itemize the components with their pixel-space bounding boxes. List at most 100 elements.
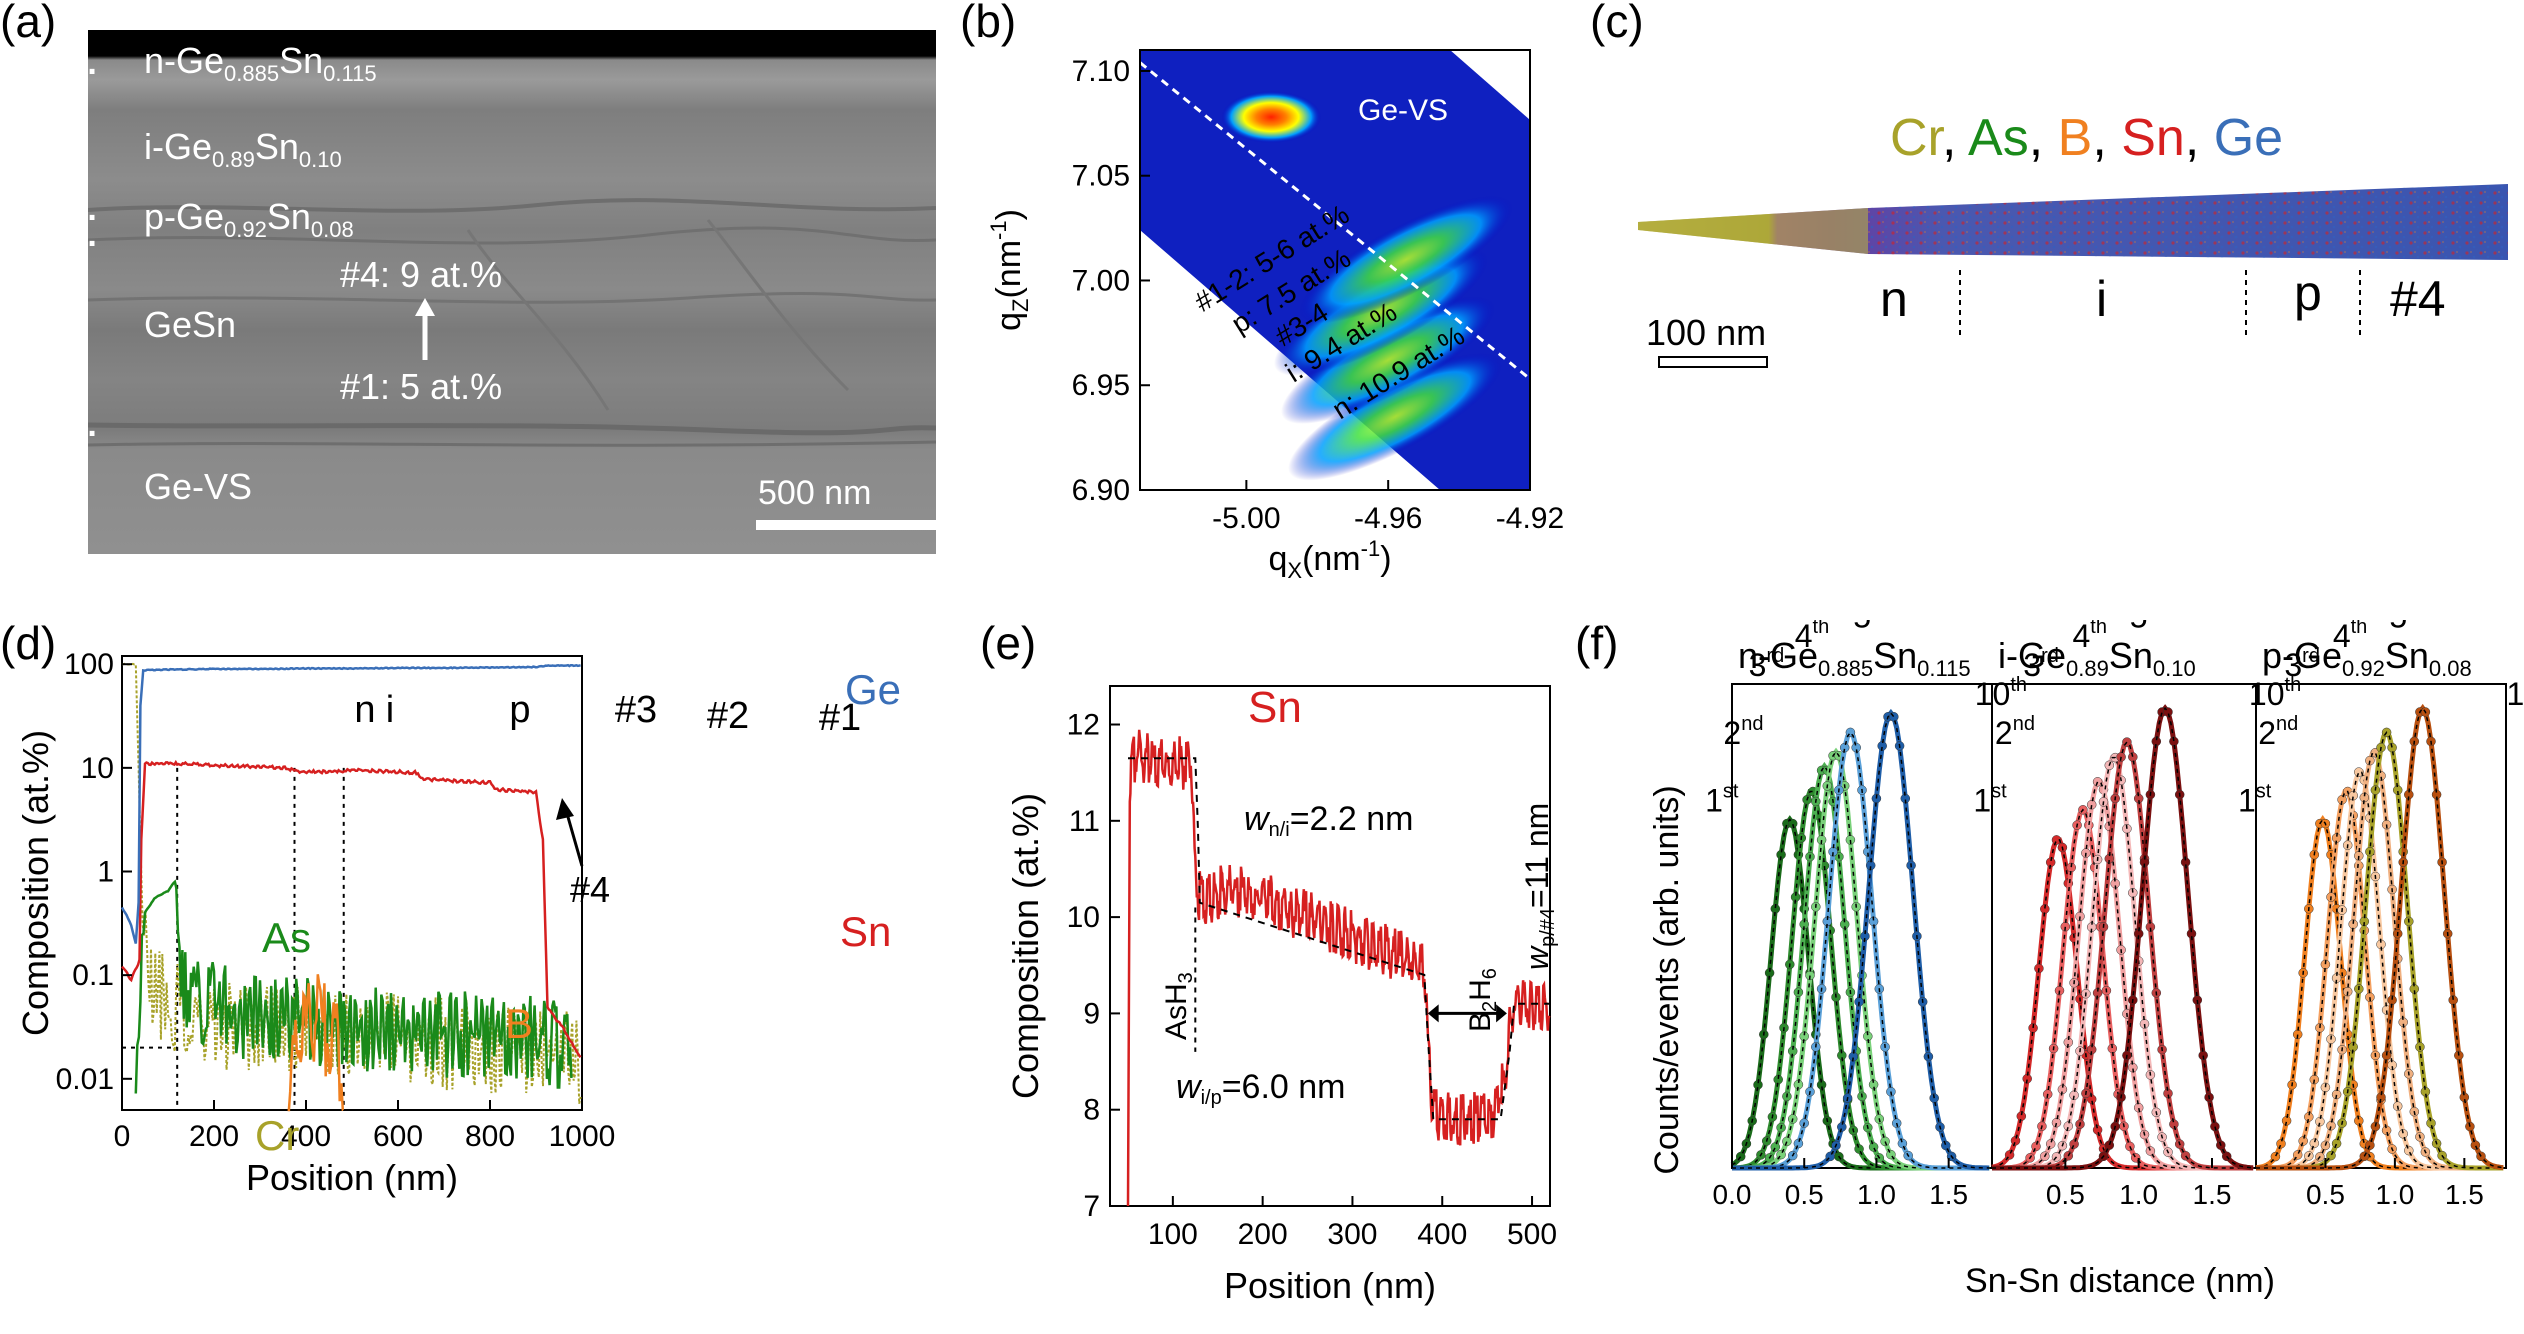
chart-f-x-tick-label: 1.5: [2193, 1179, 2232, 1210]
chart-f-point: [2180, 1151, 2191, 1161]
annotation-sn-5: #1: 5 at.%: [340, 366, 503, 407]
chart-f-point: [2210, 1121, 2220, 1132]
chart-f-point: [2426, 1118, 2436, 1128]
chart-f-peak-label: 3rd: [2023, 645, 2059, 683]
chart-f-point: [1854, 1144, 1864, 1154]
apt-region-i: i: [2096, 271, 2108, 327]
chart-d-x-tick-label: 600: [373, 1120, 423, 1153]
chart-e-y-tick-label: 12: [1067, 709, 1100, 742]
chart-e-x-tick-label: 300: [1327, 1218, 1377, 1251]
chart-d-series-sn: [121, 759, 582, 1058]
chart-f-point: [1880, 1136, 1890, 1147]
chart-f-peak-label: 1st: [1705, 781, 1739, 819]
chart-d-region-i: i: [386, 689, 394, 731]
chart-f-peak-label: 4th: [2333, 620, 2367, 654]
chart-f-point: [2292, 1150, 2303, 1160]
chart-f-point: [2069, 1139, 2079, 1149]
chart-f-point: [2398, 1129, 2408, 1139]
rsm-y-tick-label: 7.05: [1072, 160, 1130, 193]
chart-e-y-tick-label: 9: [1083, 997, 1100, 1030]
chart-d-y-tick-label: 100: [64, 648, 114, 681]
chart-f-point: [1886, 1149, 1896, 1160]
rsm-x-tick-label: -4.92: [1496, 502, 1564, 535]
chart-f-peak-label: 5th: [1853, 620, 1887, 635]
chart-f-point: [2092, 777, 2103, 787]
chart-d: 0 200 400 600 800 1000 0.01 0.1 1 10 100 Position (…: [15, 648, 901, 1198]
chart-f-fit: [1992, 781, 2254, 1169]
layer-label-n: n-Ge0.885Sn0.115: [144, 40, 377, 87]
chart-f-point: [2145, 1146, 2156, 1156]
chart-f-x-tick-label: 0.5: [1785, 1179, 1824, 1210]
chart-f-point: [1793, 1138, 1804, 1149]
chart-f-point: [1837, 1122, 1847, 1132]
chart-d-x-tick-label: 400: [281, 1120, 331, 1153]
apt-region-4: #4: [2390, 271, 2446, 327]
chart-e-x-tick-label: 500: [1507, 1218, 1557, 1251]
chart-f-x-tick-label: 1.5: [2445, 1179, 2484, 1210]
chart-f-xlabel: Sn-Sn distance (nm): [1965, 1262, 2275, 1300]
chart-f-point: [2016, 1111, 2027, 1121]
chart-e-x-tick-label: 200: [1238, 1218, 1288, 1251]
legend-sn: Sn: [2121, 109, 2185, 167]
arrow-up-icon: [415, 298, 435, 360]
legend-as: As: [1968, 109, 2029, 167]
chart-d-x-tick-label: 800: [465, 1120, 515, 1153]
chart-d-y-tick-label: 0.1: [72, 959, 114, 992]
layer-label-gevs: Ge-VS: [144, 466, 253, 507]
chart-f-point: [1787, 818, 1798, 829]
chart-d-region-2: #2: [707, 695, 749, 737]
chart-f-point: [2051, 1117, 2062, 1128]
chart-d-series-label-ge: Ge: [845, 666, 901, 713]
chart-f-peak-label: 4th: [2072, 620, 2106, 654]
tem-micrograph: [88, 30, 936, 554]
chart-d-arrow-label: #4: [570, 869, 610, 910]
chart-d-x-tick-label: 0: [114, 1120, 131, 1153]
chart-f-point: [1770, 1142, 1781, 1152]
apt-region-n: n: [1880, 271, 1908, 327]
chart-f-point: [2354, 767, 2364, 777]
chart-d-series-label-cr: Cr: [255, 1112, 299, 1159]
rsm-peak: [1221, 91, 1322, 144]
scale-bar: [756, 520, 936, 530]
chart-d-series-label-b: B: [505, 1000, 533, 1047]
panel-label-b: (b): [960, 0, 1017, 47]
chart-d-x-tick-label: 200: [189, 1120, 239, 1153]
chart-f-peak-label: 4th: [1795, 620, 1829, 654]
chart-e-xlabel: Position (nm): [1224, 1265, 1436, 1306]
chart-e-x-tick-label: 400: [1417, 1218, 1467, 1251]
chart-f-point: [2354, 1116, 2364, 1126]
chart-d-region-p: p: [509, 689, 530, 731]
chart-f-point: [2051, 835, 2062, 845]
chart-f-point: [2381, 1125, 2392, 1136]
chart-f-point: [2031, 1141, 2041, 1152]
chart-e-fit: [1128, 757, 1550, 1121]
chart-f-title-n: n-Ge0.885Sn0.115: [1738, 635, 1971, 681]
chart-f-point: [2387, 742, 2397, 753]
rsm-y-tick-label: 7.00: [1072, 264, 1130, 297]
chart-d-series-as: [134, 879, 573, 1094]
chart-f-fit: [1731, 818, 1990, 1169]
chart-f-peak-label: 10th: [1975, 674, 2027, 712]
layer-marker-dots: ....: [56, 216, 98, 254]
chart-f-point: [1776, 1149, 1786, 1160]
chart-e-y-tick-label: 11: [1069, 805, 1100, 838]
chart-f-point: [2010, 1135, 2021, 1146]
apt-scale-label: 100 nm: [1646, 312, 1767, 353]
chart-d-series-label-sn: Sn: [840, 908, 891, 955]
chart-e-y-tick-label: 8: [1083, 1094, 1100, 1127]
chart-f-fit: [1992, 706, 2254, 1169]
legend-b: B: [2057, 109, 2093, 167]
chart-f-point: [1889, 712, 1899, 722]
chart-f-point: [2063, 1121, 2074, 1131]
chart-f-peak-label: 2nd: [1723, 713, 1763, 751]
chart-d-y-tick-label: 0.01: [56, 1063, 114, 1096]
chart-d-region-1: #1: [819, 697, 861, 739]
apt-reconstruction: [1638, 184, 2508, 260]
chart-f-peak-label: 3rd: [2284, 645, 2320, 683]
chart-f-point: [1868, 1142, 1879, 1152]
chart-e-wni: wn/i=2.2 nm: [1244, 800, 1414, 841]
chart-f-peak-label: 10th: [2249, 674, 2301, 712]
chart-e-wip: wi/p=6.0 nm: [1176, 1068, 1346, 1109]
chart-f-title-p: p-Ge0.92Sn0.08: [2262, 635, 2472, 681]
chart-f-point: [1735, 1151, 1746, 1162]
